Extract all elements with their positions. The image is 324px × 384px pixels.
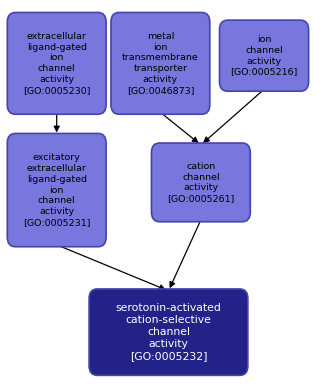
Text: ion
channel
activity
[GO:0005216]: ion channel activity [GO:0005216] bbox=[230, 35, 298, 76]
FancyBboxPatch shape bbox=[89, 289, 248, 376]
Text: serotonin-activated
cation-selective
channel
activity
[GO:0005232]: serotonin-activated cation-selective cha… bbox=[116, 303, 221, 361]
FancyBboxPatch shape bbox=[219, 20, 308, 91]
Text: excitatory
extracellular
ligand-gated
ion
channel
activity
[GO:0005231]: excitatory extracellular ligand-gated io… bbox=[23, 153, 90, 227]
FancyBboxPatch shape bbox=[7, 133, 106, 247]
FancyBboxPatch shape bbox=[151, 143, 250, 222]
FancyBboxPatch shape bbox=[7, 13, 106, 114]
Text: cation
channel
activity
[GO:0005261]: cation channel activity [GO:0005261] bbox=[167, 162, 235, 203]
Text: extracellular
ligand-gated
ion
channel
activity
[GO:0005230]: extracellular ligand-gated ion channel a… bbox=[23, 32, 90, 95]
Text: metal
ion
transmembrane
transporter
activity
[GO:0046873]: metal ion transmembrane transporter acti… bbox=[122, 32, 199, 95]
FancyBboxPatch shape bbox=[111, 13, 210, 114]
